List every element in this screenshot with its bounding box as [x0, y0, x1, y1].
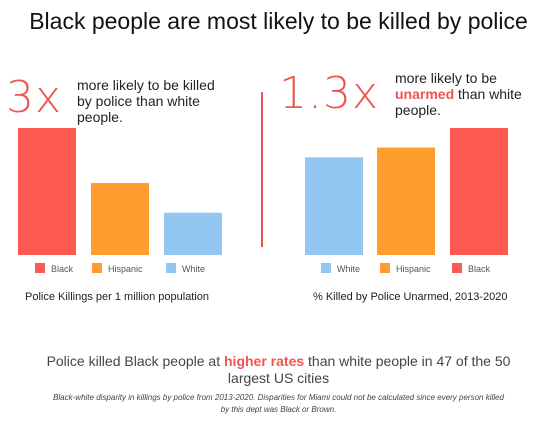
left-stat-line-1: more likely to be killed — [77, 77, 215, 93]
bar-black — [18, 128, 76, 255]
right-chart-caption: % Killed by Police Unarmed, 2013-2020 — [313, 291, 508, 303]
legend-swatch-black — [35, 263, 45, 273]
legend-label-hispanic: Hispanic — [396, 264, 431, 274]
bar-black — [450, 128, 508, 255]
legend-label-white: White — [182, 264, 205, 274]
bar-hispanic — [377, 147, 435, 255]
summary-text: Police killed Black people at higher rat… — [40, 353, 517, 387]
left-stat-line-3: people. — [77, 109, 123, 125]
legend-swatch-black — [452, 263, 462, 273]
right-stat-text: more likely to be unarmed than white peo… — [395, 70, 522, 118]
footnote: Black-white disparity in killings by pol… — [53, 393, 504, 414]
chart-title: Black people are most likely to be kille… — [29, 8, 528, 34]
right-stat-line-3: people. — [395, 102, 441, 118]
right-stat-line-1: more likely to be — [395, 70, 497, 86]
legend-label-black: Black — [51, 264, 74, 274]
bar-white — [164, 212, 222, 255]
unarmed-highlight: unarmed — [395, 86, 455, 102]
legend-swatch-white — [166, 263, 176, 273]
legend-swatch-hispanic — [380, 263, 390, 273]
legend-label-hispanic: Hispanic — [108, 264, 143, 274]
summary-pre: Police killed Black people at — [46, 353, 224, 369]
bar-hispanic — [91, 183, 149, 255]
panel-divider — [261, 92, 263, 247]
left-chart-caption: Police Killings per 1 million population — [25, 291, 210, 303]
right-stat-line-2: unarmed than white — [395, 86, 522, 102]
right-stat: 1.3x — [279, 68, 380, 119]
legend-label-black: Black — [468, 264, 491, 274]
bar-white — [305, 157, 363, 255]
summary-highlight: higher rates — [224, 353, 305, 369]
left-stat-text: more likely to be killed by police than … — [77, 77, 215, 125]
legend-swatch-white — [321, 263, 331, 273]
summary-post: than white people in 47 of the 50 larges… — [227, 353, 511, 386]
left-stat: 3x — [6, 72, 63, 123]
left-stat-line-2: by police than white — [77, 93, 200, 109]
right-stat-line-2-rest: than white — [454, 86, 522, 102]
legend-swatch-hispanic — [92, 263, 102, 273]
legend-label-white: White — [337, 264, 360, 274]
